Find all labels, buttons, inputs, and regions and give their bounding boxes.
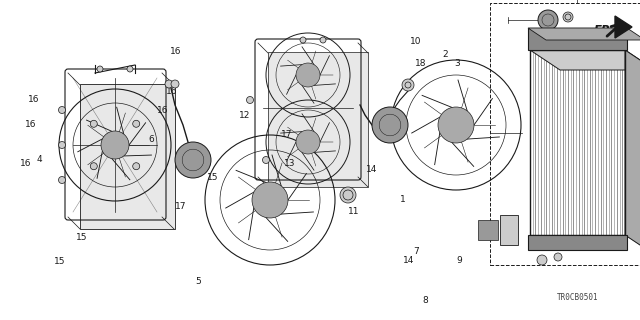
Polygon shape	[530, 50, 640, 70]
Circle shape	[165, 80, 173, 88]
Circle shape	[101, 131, 129, 159]
Text: TR0CB0501: TR0CB0501	[557, 293, 599, 302]
Bar	[530, 50, 625, 235]
Circle shape	[296, 130, 320, 154]
Bar	[500, 215, 518, 245]
Circle shape	[563, 12, 573, 22]
Circle shape	[537, 255, 547, 265]
Text: 16: 16	[28, 95, 40, 104]
Text: 4: 4	[37, 156, 42, 164]
Circle shape	[171, 80, 179, 88]
Circle shape	[405, 82, 411, 88]
Bar	[528, 235, 627, 250]
Polygon shape	[528, 28, 640, 40]
Text: 16: 16	[25, 120, 36, 129]
Text: 2: 2	[442, 50, 447, 59]
Circle shape	[90, 163, 97, 170]
Text: 1: 1	[401, 196, 406, 204]
Text: 15: 15	[194, 152, 205, 161]
Text: 13: 13	[284, 159, 295, 168]
Circle shape	[58, 107, 65, 114]
Text: 17: 17	[281, 130, 292, 139]
Circle shape	[127, 66, 133, 72]
Text: 16: 16	[170, 47, 182, 56]
Text: 8: 8	[423, 296, 428, 305]
Circle shape	[438, 107, 474, 143]
Bar	[478, 220, 498, 240]
Bar	[528, 28, 627, 50]
Text: FR.: FR.	[594, 23, 616, 36]
Circle shape	[554, 253, 562, 261]
Text: 9: 9	[457, 256, 462, 265]
Circle shape	[97, 66, 103, 72]
Circle shape	[90, 120, 97, 127]
Circle shape	[175, 142, 211, 178]
Circle shape	[246, 97, 253, 103]
Text: 12: 12	[239, 111, 250, 120]
Circle shape	[372, 107, 408, 143]
Circle shape	[565, 14, 571, 20]
Text: 10: 10	[410, 37, 422, 46]
Circle shape	[262, 156, 269, 164]
Circle shape	[343, 190, 353, 200]
Circle shape	[132, 163, 140, 170]
Circle shape	[252, 182, 288, 218]
Circle shape	[340, 187, 356, 203]
Circle shape	[296, 63, 320, 87]
Text: 15: 15	[207, 173, 218, 182]
Text: 6: 6	[149, 135, 154, 144]
Text: 11: 11	[348, 207, 360, 216]
Text: 16: 16	[166, 87, 177, 96]
Text: 3: 3	[455, 60, 460, 68]
Circle shape	[58, 141, 65, 148]
Circle shape	[320, 37, 326, 43]
FancyBboxPatch shape	[80, 84, 175, 229]
Text: 15: 15	[76, 233, 88, 242]
Circle shape	[300, 37, 306, 43]
Polygon shape	[615, 16, 632, 38]
Text: 15: 15	[54, 257, 65, 266]
Text: 16: 16	[20, 159, 31, 168]
Circle shape	[58, 177, 65, 183]
FancyBboxPatch shape	[268, 52, 368, 187]
Text: 7: 7	[413, 247, 419, 256]
Text: 18: 18	[415, 60, 426, 68]
Text: 17: 17	[175, 202, 187, 211]
Polygon shape	[625, 50, 640, 255]
Text: 14: 14	[365, 165, 377, 174]
Text: 16: 16	[157, 106, 169, 115]
Text: 5: 5	[196, 277, 201, 286]
Circle shape	[538, 10, 558, 30]
Circle shape	[402, 79, 414, 91]
Circle shape	[132, 120, 140, 127]
Text: 14: 14	[403, 256, 414, 265]
